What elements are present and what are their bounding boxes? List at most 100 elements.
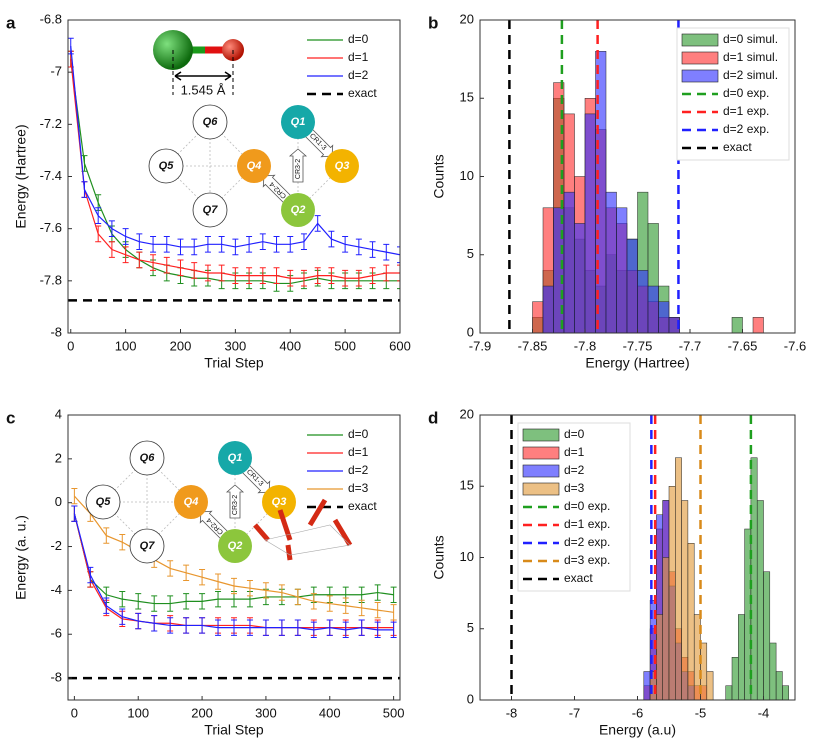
x-tick-label: 300: [255, 705, 277, 720]
spin-arrow: [285, 544, 293, 561]
y-tick-label: -6: [50, 626, 62, 641]
qubit: [174, 485, 208, 519]
gate-arrow: [304, 128, 334, 158]
legend-label: d=2 simul.: [723, 68, 778, 82]
dimension: [174, 71, 232, 81]
histogram-bar: [769, 642, 777, 700]
histogram-bar: [731, 317, 743, 333]
x-axis-label: Trial Step: [204, 722, 264, 738]
gate-arrow: [225, 484, 245, 519]
x-tick-label: 100: [127, 705, 149, 720]
legend-label: d=3: [348, 481, 369, 495]
y-tick-label: -6.8: [40, 11, 62, 26]
x-tick-label: -6: [632, 705, 644, 720]
qubit: [148, 148, 184, 184]
legend-label: d=0: [564, 427, 585, 441]
legend-label: d=3 exp.: [564, 553, 610, 567]
x-tick-label: -8: [506, 705, 518, 720]
data-line: [70, 59, 400, 279]
qubit-label: Q2: [228, 540, 243, 552]
x-axis-label: Trial Step: [204, 355, 264, 371]
y-tick-label: 0: [55, 494, 62, 509]
x-tick-label: -5: [695, 705, 707, 720]
legend-label: d=0: [348, 32, 369, 46]
qubit: [129, 528, 165, 564]
gate-arrow: [199, 510, 229, 540]
histogram-bar: [647, 285, 659, 333]
histogram-bar: [756, 500, 764, 700]
x-tick-label: -7.7: [679, 338, 701, 353]
dimension: [172, 50, 234, 95]
y-tick-label: 20: [460, 406, 474, 421]
legend-swatch: [522, 464, 560, 478]
qubit-label: Q7: [203, 204, 219, 216]
x-tick-label: 300: [225, 338, 247, 353]
data-line: [73, 513, 394, 605]
histogram-bar: [687, 543, 695, 700]
histogram-bar: [725, 685, 733, 700]
qubit-label: Q5: [159, 160, 175, 172]
x-tick-label: -7.6: [784, 338, 806, 353]
legend-label: d=1: [348, 50, 369, 64]
x-tick-label: 600: [389, 338, 411, 353]
y-tick-label: 5: [467, 246, 474, 261]
legend-label: d=1 exp.: [564, 517, 610, 531]
y-axis-label: Energy (a. u.): [13, 515, 29, 600]
histogram-bar: [752, 317, 764, 333]
histogram-bar: [658, 301, 670, 333]
histogram-bar: [563, 191, 575, 333]
x-tick-label: 200: [170, 338, 192, 353]
qubit-label: Q6: [203, 116, 219, 128]
histogram-bar: [643, 671, 651, 700]
qubit: [281, 105, 315, 139]
legend-swatch: [522, 446, 560, 460]
x-tick-label: 0: [71, 705, 78, 720]
error-bar: [397, 246, 400, 264]
qubit-label: Q4: [184, 496, 199, 508]
panel-label: c: [6, 408, 15, 427]
bond-length: 1.545 Å: [181, 82, 226, 97]
x-tick-label: -4: [758, 705, 770, 720]
histogram-bar: [675, 457, 682, 700]
legend-label: d=3: [564, 481, 585, 495]
y-tick-label: 10: [460, 549, 474, 564]
gate-arrow: [262, 174, 292, 204]
legend-label: d=0 exp.: [723, 86, 769, 100]
gate-label: CR3-2: [295, 159, 302, 179]
qubit-label: Q3: [272, 496, 287, 508]
error-bar: [397, 264, 400, 282]
gate-label: CR3-2: [232, 495, 239, 515]
y-tick-label: 5: [467, 620, 474, 635]
qubit-label: Q2: [291, 204, 306, 216]
legend-swatch: [522, 482, 560, 496]
legend-label: d=0 exp.: [564, 499, 610, 513]
x-tick-label: -7.65: [728, 338, 758, 353]
y-tick-label: 20: [460, 11, 474, 26]
legend-label: d=2 exp.: [564, 535, 610, 549]
spin-arrow: [277, 509, 293, 541]
qubit-label: Q4: [247, 160, 262, 172]
legend-swatch: [681, 33, 719, 47]
plot-frame: [479, 19, 796, 334]
error-bar: [71, 505, 78, 522]
y-tick-label: -8: [50, 670, 62, 685]
data-line: [73, 513, 394, 631]
y-tick-label: 2: [55, 450, 62, 465]
y-axis-label: Counts: [431, 154, 447, 198]
legend-label: d=0 simul.: [723, 32, 778, 46]
x-tick-label: 200: [191, 705, 213, 720]
legend-swatch: [522, 428, 560, 442]
y-tick-label: 10: [460, 168, 474, 183]
histogram-bar: [584, 113, 596, 333]
legend-label: d=2: [348, 68, 369, 82]
legend-label: d=1 exp.: [723, 104, 769, 118]
plot-area: [508, 20, 764, 333]
qubit: [325, 149, 359, 183]
y-tick-label: -7.6: [40, 220, 62, 235]
histogram-bar: [681, 500, 689, 700]
legend-swatch: [681, 51, 719, 65]
qubit: [85, 484, 121, 520]
qubit: [192, 104, 228, 140]
x-axis-label: Energy (a.u): [599, 722, 676, 738]
error-bar: [71, 487, 78, 505]
